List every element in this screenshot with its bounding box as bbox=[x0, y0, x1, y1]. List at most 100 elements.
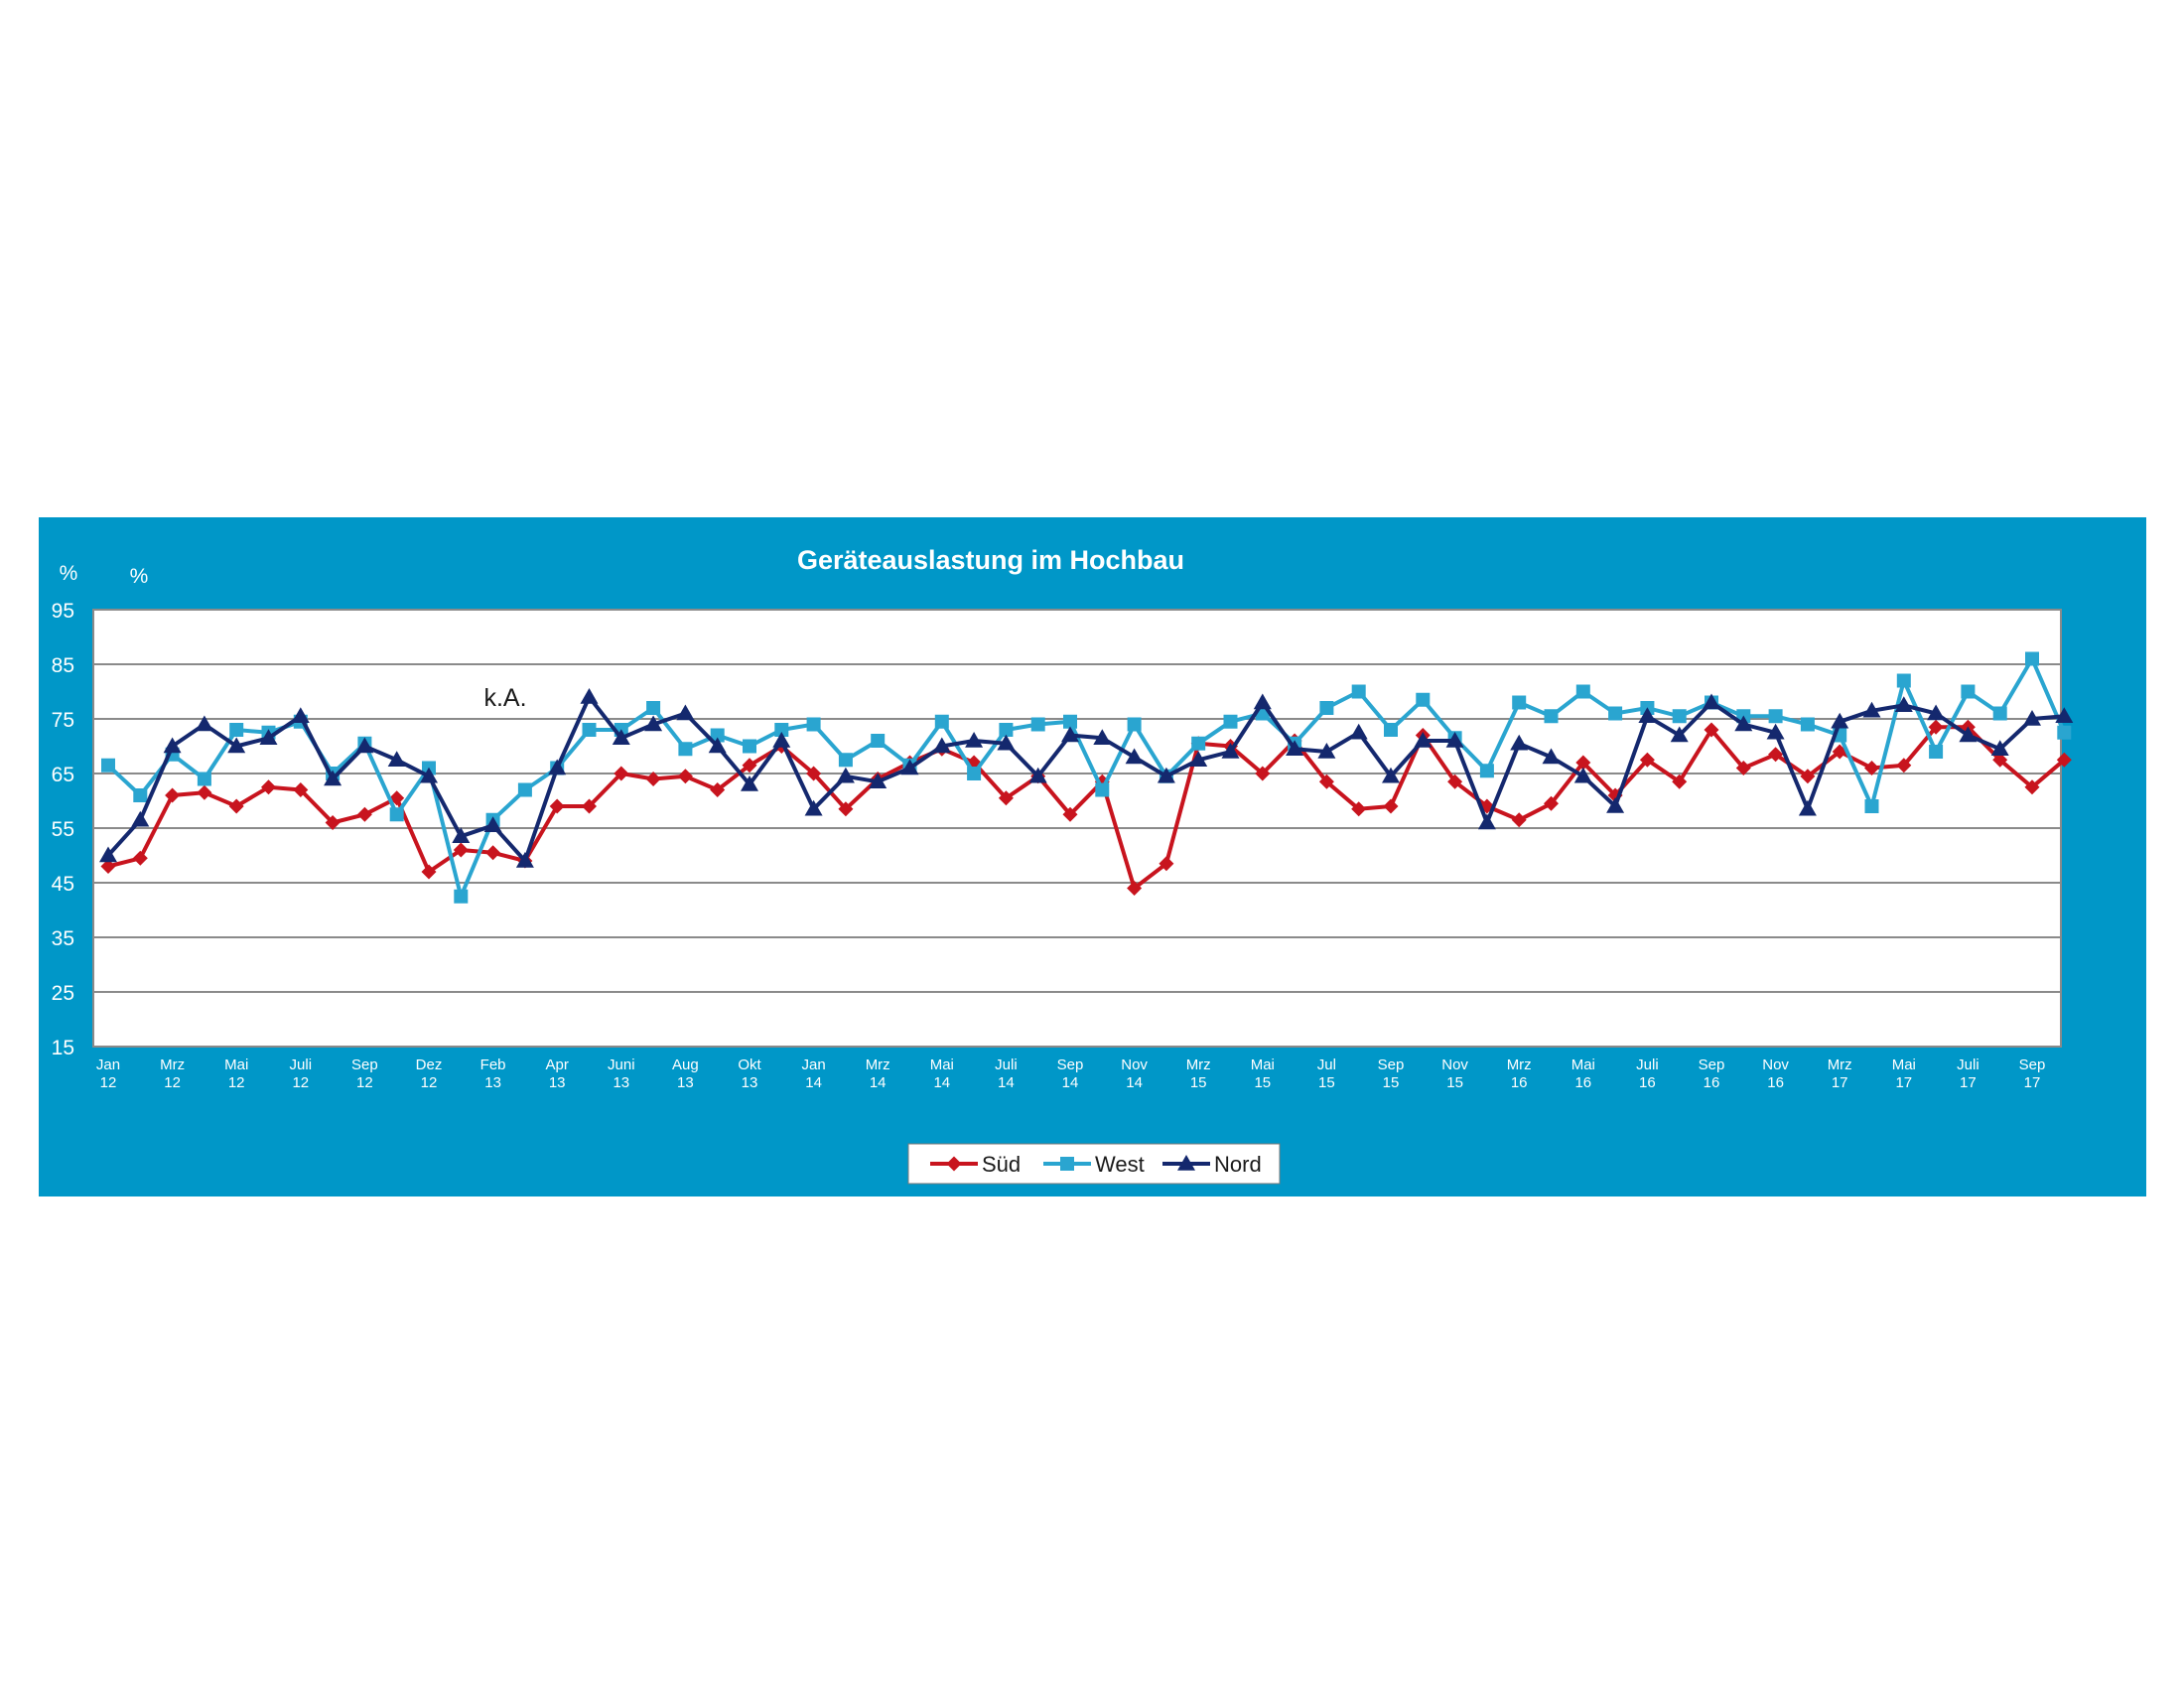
x-tick-label: 17 bbox=[1895, 1074, 1912, 1091]
data-point bbox=[1670, 726, 1689, 743]
data-point bbox=[100, 859, 116, 874]
data-point bbox=[582, 798, 597, 814]
data-point bbox=[1927, 704, 1946, 721]
x-tick-label: 14 bbox=[933, 1074, 950, 1091]
data-point bbox=[195, 715, 213, 732]
data-point bbox=[1223, 714, 1238, 729]
x-tick-label: Mrz bbox=[866, 1056, 890, 1073]
data-point bbox=[806, 766, 822, 781]
x-tick-label: 14 bbox=[1062, 1074, 1079, 1091]
data-point bbox=[644, 715, 663, 732]
data-point bbox=[1127, 881, 1143, 896]
x-tick-label: Mrz bbox=[1507, 1056, 1532, 1073]
data-point bbox=[1125, 748, 1144, 765]
x-tick-label: 15 bbox=[1254, 1074, 1271, 1091]
data-point bbox=[965, 732, 984, 748]
x-tick-label: Mrz bbox=[1828, 1056, 1852, 1073]
data-point bbox=[1384, 723, 1398, 737]
data-point bbox=[324, 770, 342, 786]
data-point bbox=[1061, 726, 1079, 743]
data-point bbox=[1638, 707, 1657, 723]
data-point bbox=[1512, 695, 1527, 710]
x-tick-label: 17 bbox=[2024, 1074, 2041, 1091]
data-point bbox=[483, 816, 502, 832]
data-point bbox=[1608, 706, 1623, 721]
x-tick-label: Mrz bbox=[1186, 1056, 1211, 1073]
data-point bbox=[1095, 782, 1110, 797]
data-point bbox=[998, 790, 1014, 806]
legend-marker bbox=[946, 1156, 962, 1172]
y-unit-label: % bbox=[130, 565, 149, 588]
data-point bbox=[99, 846, 117, 863]
data-point bbox=[1191, 736, 1206, 751]
x-tick-label: 14 bbox=[870, 1074, 887, 1091]
data-point bbox=[389, 807, 404, 822]
data-point bbox=[743, 739, 756, 754]
x-tick-label: 15 bbox=[1446, 1074, 1463, 1091]
data-point bbox=[1672, 774, 1688, 789]
x-tick-label: Jan bbox=[802, 1056, 826, 1073]
data-point bbox=[1961, 684, 1976, 699]
data-point bbox=[133, 788, 148, 802]
data-point bbox=[1800, 717, 1815, 732]
y-tick-label: 45 bbox=[52, 873, 74, 896]
data-point bbox=[227, 737, 246, 754]
x-tick-label: Aug bbox=[672, 1056, 699, 1073]
data-point bbox=[1383, 798, 1399, 814]
data-point bbox=[1928, 719, 1944, 735]
x-tick-label: Sep bbox=[351, 1056, 378, 1073]
x-tick-label: Mai bbox=[1571, 1056, 1595, 1073]
data-point bbox=[1253, 693, 1272, 710]
x-tick-label: Sep bbox=[1699, 1056, 1725, 1073]
line-chart: Geräteauslastung im Hochbau % % 15 25 35 45… bbox=[52, 545, 2074, 1185]
data-point bbox=[1864, 761, 1879, 775]
x-tick-label: Juli bbox=[1957, 1056, 1979, 1073]
data-point bbox=[612, 729, 630, 745]
data-point bbox=[101, 758, 115, 773]
x-tick-label: 13 bbox=[484, 1074, 501, 1091]
x-tick-label: 14 bbox=[805, 1074, 822, 1091]
data-point bbox=[1768, 747, 1784, 763]
data-point bbox=[932, 737, 951, 754]
data-point bbox=[1447, 774, 1463, 789]
data-point bbox=[2055, 707, 2074, 723]
x-tick-label: Jan bbox=[96, 1056, 120, 1073]
x-tick-label: Nov bbox=[1762, 1056, 1789, 1073]
data-point bbox=[2056, 752, 2072, 768]
data-point bbox=[548, 759, 567, 775]
x-tick-label: Mai bbox=[224, 1056, 248, 1073]
y-tick-label: 55 bbox=[52, 818, 74, 841]
x-tick-label: Mai bbox=[930, 1056, 954, 1073]
data-point bbox=[131, 810, 150, 827]
data-point bbox=[871, 734, 886, 748]
data-point bbox=[1573, 767, 1592, 783]
y-tick-label: 75 bbox=[52, 709, 74, 732]
data-point bbox=[1992, 752, 2008, 768]
data-point bbox=[582, 723, 597, 737]
x-tick-label: Juli bbox=[290, 1056, 313, 1073]
data-point bbox=[676, 704, 695, 721]
data-point bbox=[1416, 692, 1431, 707]
y-tick-label: 85 bbox=[52, 654, 74, 677]
data-point bbox=[1159, 856, 1174, 872]
x-tick-label: Sep bbox=[2019, 1056, 2046, 1073]
data-point bbox=[1704, 722, 1719, 738]
data-point bbox=[1544, 795, 1559, 811]
x-tick-label: 12 bbox=[164, 1074, 181, 1091]
x-tick-label: 14 bbox=[1126, 1074, 1143, 1091]
data-point bbox=[1831, 712, 1849, 729]
data-point bbox=[1544, 709, 1559, 724]
data-point bbox=[2025, 651, 2039, 666]
data-point bbox=[1479, 764, 1494, 778]
data-point bbox=[1575, 684, 1590, 699]
data-point bbox=[259, 729, 278, 745]
series-line bbox=[106, 695, 2065, 863]
data-point bbox=[677, 769, 693, 784]
x-tick-label: Mai bbox=[1251, 1056, 1275, 1073]
data-point bbox=[1766, 723, 1785, 740]
x-tick-label: 12 bbox=[356, 1074, 373, 1091]
legend-label: Nord bbox=[1214, 1152, 1262, 1177]
data-point bbox=[1062, 806, 1078, 822]
legend-label: West bbox=[1095, 1152, 1145, 1177]
x-tick-label: 12 bbox=[100, 1074, 117, 1091]
